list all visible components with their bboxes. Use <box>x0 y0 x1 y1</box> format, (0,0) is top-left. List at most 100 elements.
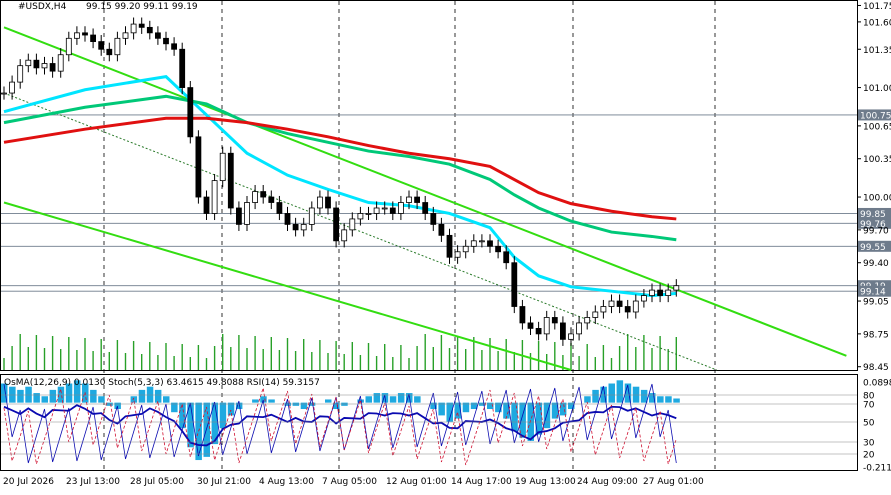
osma-bar <box>41 396 48 403</box>
candle-body <box>17 65 24 83</box>
candle-body <box>244 202 250 225</box>
osma-bar <box>179 402 186 429</box>
candle-body <box>171 43 178 50</box>
candle-body <box>406 196 412 203</box>
osma-bar <box>446 402 453 422</box>
osma-bar <box>559 402 567 416</box>
osma-bar <box>373 393 381 403</box>
candle-body <box>381 207 388 210</box>
candle-body <box>608 300 615 307</box>
candle-body <box>495 245 502 253</box>
candle-body <box>389 207 396 214</box>
candle-body <box>106 48 113 56</box>
osma-bar <box>73 380 81 403</box>
candle-body <box>260 191 267 198</box>
candle-body <box>365 213 372 215</box>
osma-bar <box>146 386 154 403</box>
candle-body <box>487 240 493 247</box>
osma-bar <box>487 402 494 410</box>
candle-body <box>397 202 404 214</box>
osma-bar <box>649 393 656 403</box>
candle-body <box>284 213 291 225</box>
osma-bar <box>414 396 421 403</box>
candle-body <box>519 306 526 324</box>
osma-bar <box>9 386 16 403</box>
candle-body <box>446 234 453 258</box>
osma-bar <box>49 389 57 403</box>
osma-bar <box>154 389 162 403</box>
candle-body <box>49 63 56 72</box>
candle-body <box>325 196 331 209</box>
osma-bar <box>600 386 607 403</box>
price-level-tag <box>858 109 891 121</box>
candle-body <box>308 207 315 225</box>
candle-body <box>665 289 672 296</box>
stoch-signal-line <box>3 387 677 466</box>
osma-bar <box>333 402 340 410</box>
x-axis-label: 12 Aug 01:00 <box>386 477 447 487</box>
x-axis-label: 30 Jul 21:00 <box>197 477 251 487</box>
price-axis-label: 101.35 <box>863 46 891 56</box>
price-level-tag <box>858 240 891 252</box>
candle-body <box>430 213 437 225</box>
candle-body <box>25 59 32 67</box>
candle-body <box>163 37 169 45</box>
osma-bar <box>503 402 510 419</box>
osma-bar <box>535 402 543 435</box>
candle-body <box>154 32 161 39</box>
price-level-label: 99.55 <box>860 243 886 253</box>
candle-body <box>649 289 655 296</box>
candle-body <box>1 92 7 95</box>
candle-body <box>57 54 64 72</box>
osma-bar <box>300 402 308 410</box>
osma-bar <box>592 389 599 403</box>
candle-body <box>268 196 275 203</box>
candle-body <box>74 32 80 39</box>
osma-bar <box>624 383 632 403</box>
candle-body <box>673 285 680 291</box>
osma-bar <box>90 389 97 403</box>
candle-body <box>235 207 242 225</box>
osma-bar <box>657 396 664 403</box>
x-axis-label: 7 Aug 05:00 <box>322 477 377 487</box>
osma-bar <box>98 396 105 403</box>
price-axis-label: 98.75 <box>863 330 889 340</box>
price-axis-label: 99.40 <box>863 259 889 269</box>
candle-body <box>9 81 16 94</box>
osma-bar <box>33 393 40 403</box>
channel-line-upper <box>3 26 847 357</box>
candle-body <box>146 26 153 34</box>
osma-bar <box>163 396 170 403</box>
x-axis-label: 4 Aug 13:00 <box>259 477 314 487</box>
candle-body <box>341 229 348 242</box>
price-level-label: 100.75 <box>860 111 891 121</box>
osma-bar <box>25 386 32 403</box>
osma-bar <box>260 396 267 403</box>
candle-body <box>373 207 380 214</box>
price-axis-label: 99.70 <box>863 226 889 236</box>
candle-body <box>41 63 48 69</box>
candle-body <box>179 48 186 88</box>
osma-bar <box>211 402 219 445</box>
candle-body <box>333 207 340 242</box>
x-axis-label: 27 Aug 01:00 <box>643 477 704 487</box>
rsi-line <box>3 404 677 447</box>
osma-bar <box>203 402 210 457</box>
candle-body <box>584 317 591 324</box>
oscillator-axis-label: 80 <box>863 392 875 402</box>
osma-bar <box>130 396 138 403</box>
candle-body <box>211 180 218 214</box>
candle-body <box>227 152 234 209</box>
oscillator-header: OsMA(12,26,9) 0.0130 Stoch(5,3,3) 63.461… <box>4 378 320 388</box>
price-panel <box>0 0 858 371</box>
candle-body <box>292 224 299 231</box>
candle-body <box>511 262 518 307</box>
osma-bar <box>438 402 445 416</box>
candle-body <box>632 300 639 313</box>
candle-body <box>219 152 226 182</box>
candle-body <box>641 295 647 302</box>
candle-body <box>438 224 445 236</box>
osma-bar <box>616 380 624 403</box>
